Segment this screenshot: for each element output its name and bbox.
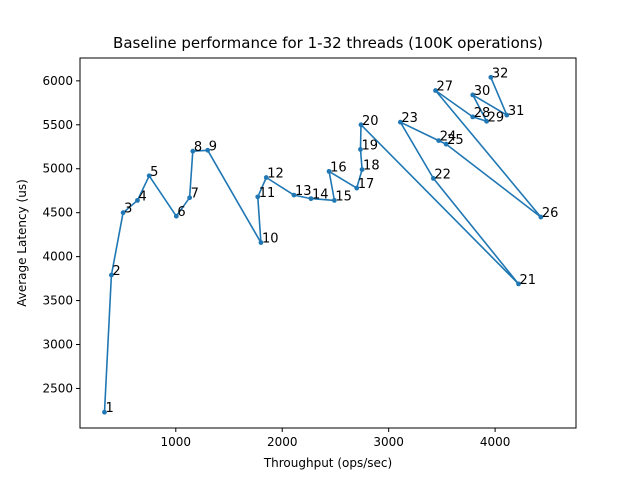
y-tick-label: 6000 xyxy=(42,74,73,88)
data-point xyxy=(205,147,211,153)
point-label: 16 xyxy=(330,160,347,175)
point-label: 29 xyxy=(488,110,505,125)
data-point xyxy=(484,118,489,124)
point-label: 22 xyxy=(434,167,451,182)
point-label: 13 xyxy=(295,184,312,199)
point-label: 3 xyxy=(124,202,132,217)
data-point xyxy=(488,74,494,80)
point-label: 8 xyxy=(194,140,202,155)
y-tick-label: 5500 xyxy=(42,118,73,132)
point-label: 20 xyxy=(362,114,379,129)
point-label: 31 xyxy=(508,104,525,119)
y-tick-label: 4500 xyxy=(42,206,73,220)
data-point xyxy=(436,138,442,144)
y-tick-label: 4000 xyxy=(42,250,73,264)
point-label: 26 xyxy=(542,206,559,221)
point-label: 18 xyxy=(363,159,380,174)
series-line xyxy=(103,76,542,413)
y-tick-label: 2500 xyxy=(42,381,73,395)
data-point xyxy=(173,213,179,219)
data-point xyxy=(358,147,363,152)
y-tick-label: 3000 xyxy=(42,338,73,352)
data-point xyxy=(470,114,476,120)
point-label: 30 xyxy=(474,84,491,99)
point-label: 27 xyxy=(437,80,454,95)
axes-frame xyxy=(79,57,577,429)
point-label: 12 xyxy=(267,167,284,182)
point-label: 4 xyxy=(138,189,146,204)
point-label: 7 xyxy=(191,187,199,202)
data-point xyxy=(430,176,436,181)
x-tick-label: 4000 xyxy=(480,435,511,449)
point-label: 25 xyxy=(447,133,464,148)
data-point xyxy=(308,196,314,202)
point-label: 28 xyxy=(474,106,491,121)
point-label: 14 xyxy=(312,188,329,203)
data-point xyxy=(359,167,365,173)
point-label: 1 xyxy=(105,401,113,416)
x-tick-label: 1000 xyxy=(161,435,192,449)
point-label: 32 xyxy=(492,66,509,81)
chart-title: Baseline performance for 1-32 threads (1… xyxy=(113,34,543,52)
point-label: 17 xyxy=(358,177,375,192)
data-point xyxy=(102,409,107,415)
point-label: 10 xyxy=(262,232,279,247)
point-label: 24 xyxy=(440,130,457,145)
x-tick-label: 3000 xyxy=(373,435,404,449)
data-point xyxy=(326,168,332,174)
point-label: 21 xyxy=(520,273,537,288)
data-point xyxy=(135,197,140,203)
data-point xyxy=(470,92,476,98)
point-label: 19 xyxy=(361,138,378,153)
data-point xyxy=(354,185,360,191)
point-label: 15 xyxy=(335,189,352,204)
data-point xyxy=(504,112,510,118)
x-axis-label: Throughput (ops/sec) xyxy=(263,456,392,470)
point-label: 11 xyxy=(259,186,276,201)
data-point xyxy=(358,122,364,128)
data-point xyxy=(258,240,264,245)
data-point xyxy=(146,173,152,179)
x-tick-label: 2000 xyxy=(267,435,298,449)
point-label: 9 xyxy=(209,139,217,154)
data-point xyxy=(120,210,126,216)
data-point xyxy=(263,175,269,180)
y-tick-label: 5000 xyxy=(42,162,73,176)
point-label: 6 xyxy=(177,205,185,220)
data-point xyxy=(108,272,114,278)
data-point xyxy=(538,214,544,220)
point-label: 2 xyxy=(112,264,120,279)
data-point xyxy=(331,197,337,203)
data-point xyxy=(291,192,297,198)
y-axis-label: Average Latency (us) xyxy=(15,179,29,307)
point-label: 23 xyxy=(401,111,418,126)
data-point xyxy=(187,195,193,201)
point-label: 5 xyxy=(150,165,158,180)
data-point xyxy=(443,141,449,147)
data-point xyxy=(397,119,403,125)
data-point xyxy=(255,194,261,200)
data-point xyxy=(433,88,438,93)
data-point xyxy=(516,281,521,287)
data-point xyxy=(190,148,196,154)
y-tick-label: 3500 xyxy=(42,294,73,308)
